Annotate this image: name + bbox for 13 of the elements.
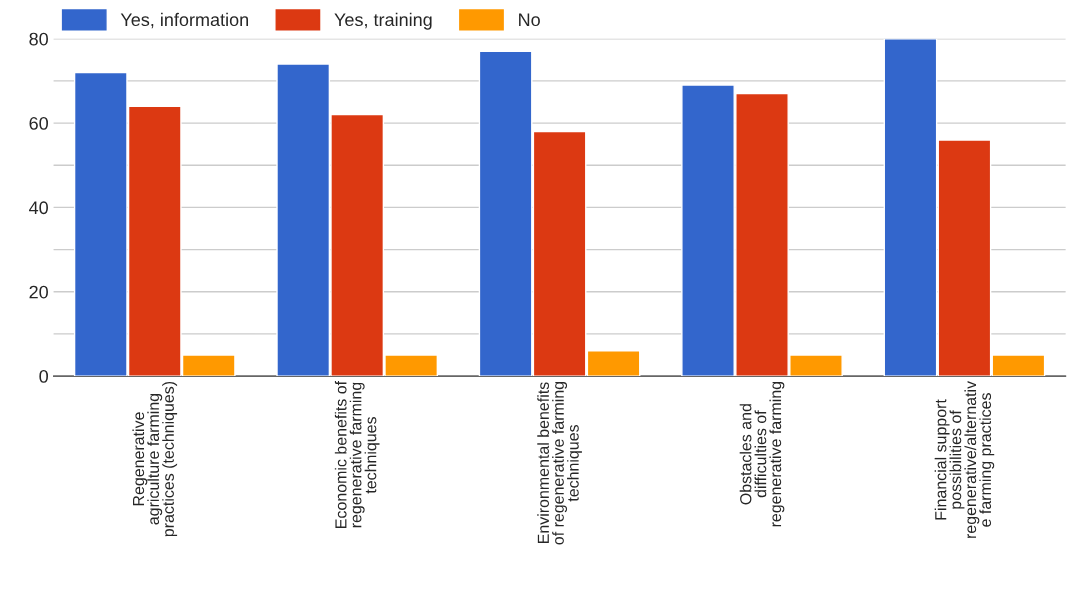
y-tick-label: 60 [29, 117, 48, 130]
legend-label: Yes, information [120, 12, 248, 29]
legend-label: Yes, training [334, 12, 432, 30]
x-tick-label: Regenerative agriculture farming practices (techniques) [132, 381, 178, 537]
legend-label: No [519, 13, 540, 27]
x-tick-label: Economic benefits of regenerative farming techniques [334, 380, 380, 528]
x-tick-label: Obstacles and difficulties of regenerative farming [739, 381, 785, 527]
x-tick-label: Environmental benefits of regenerative farming techniques [537, 381, 582, 545]
x-tick-label: Financial support possibilities of regenerative/alternativ e farming practices [934, 380, 995, 538]
y-tick-label: 40 [29, 201, 48, 215]
y-tick-label: 20 [29, 285, 48, 299]
y-tick-label: 0 [39, 370, 48, 383]
y-tick-label: 80 [29, 32, 48, 46]
